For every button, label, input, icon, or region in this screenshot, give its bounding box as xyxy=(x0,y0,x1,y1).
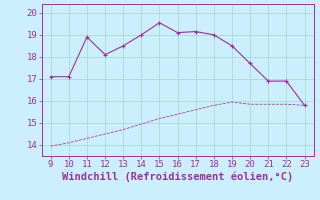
X-axis label: Windchill (Refroidissement éolien,°C): Windchill (Refroidissement éolien,°C) xyxy=(62,172,293,182)
